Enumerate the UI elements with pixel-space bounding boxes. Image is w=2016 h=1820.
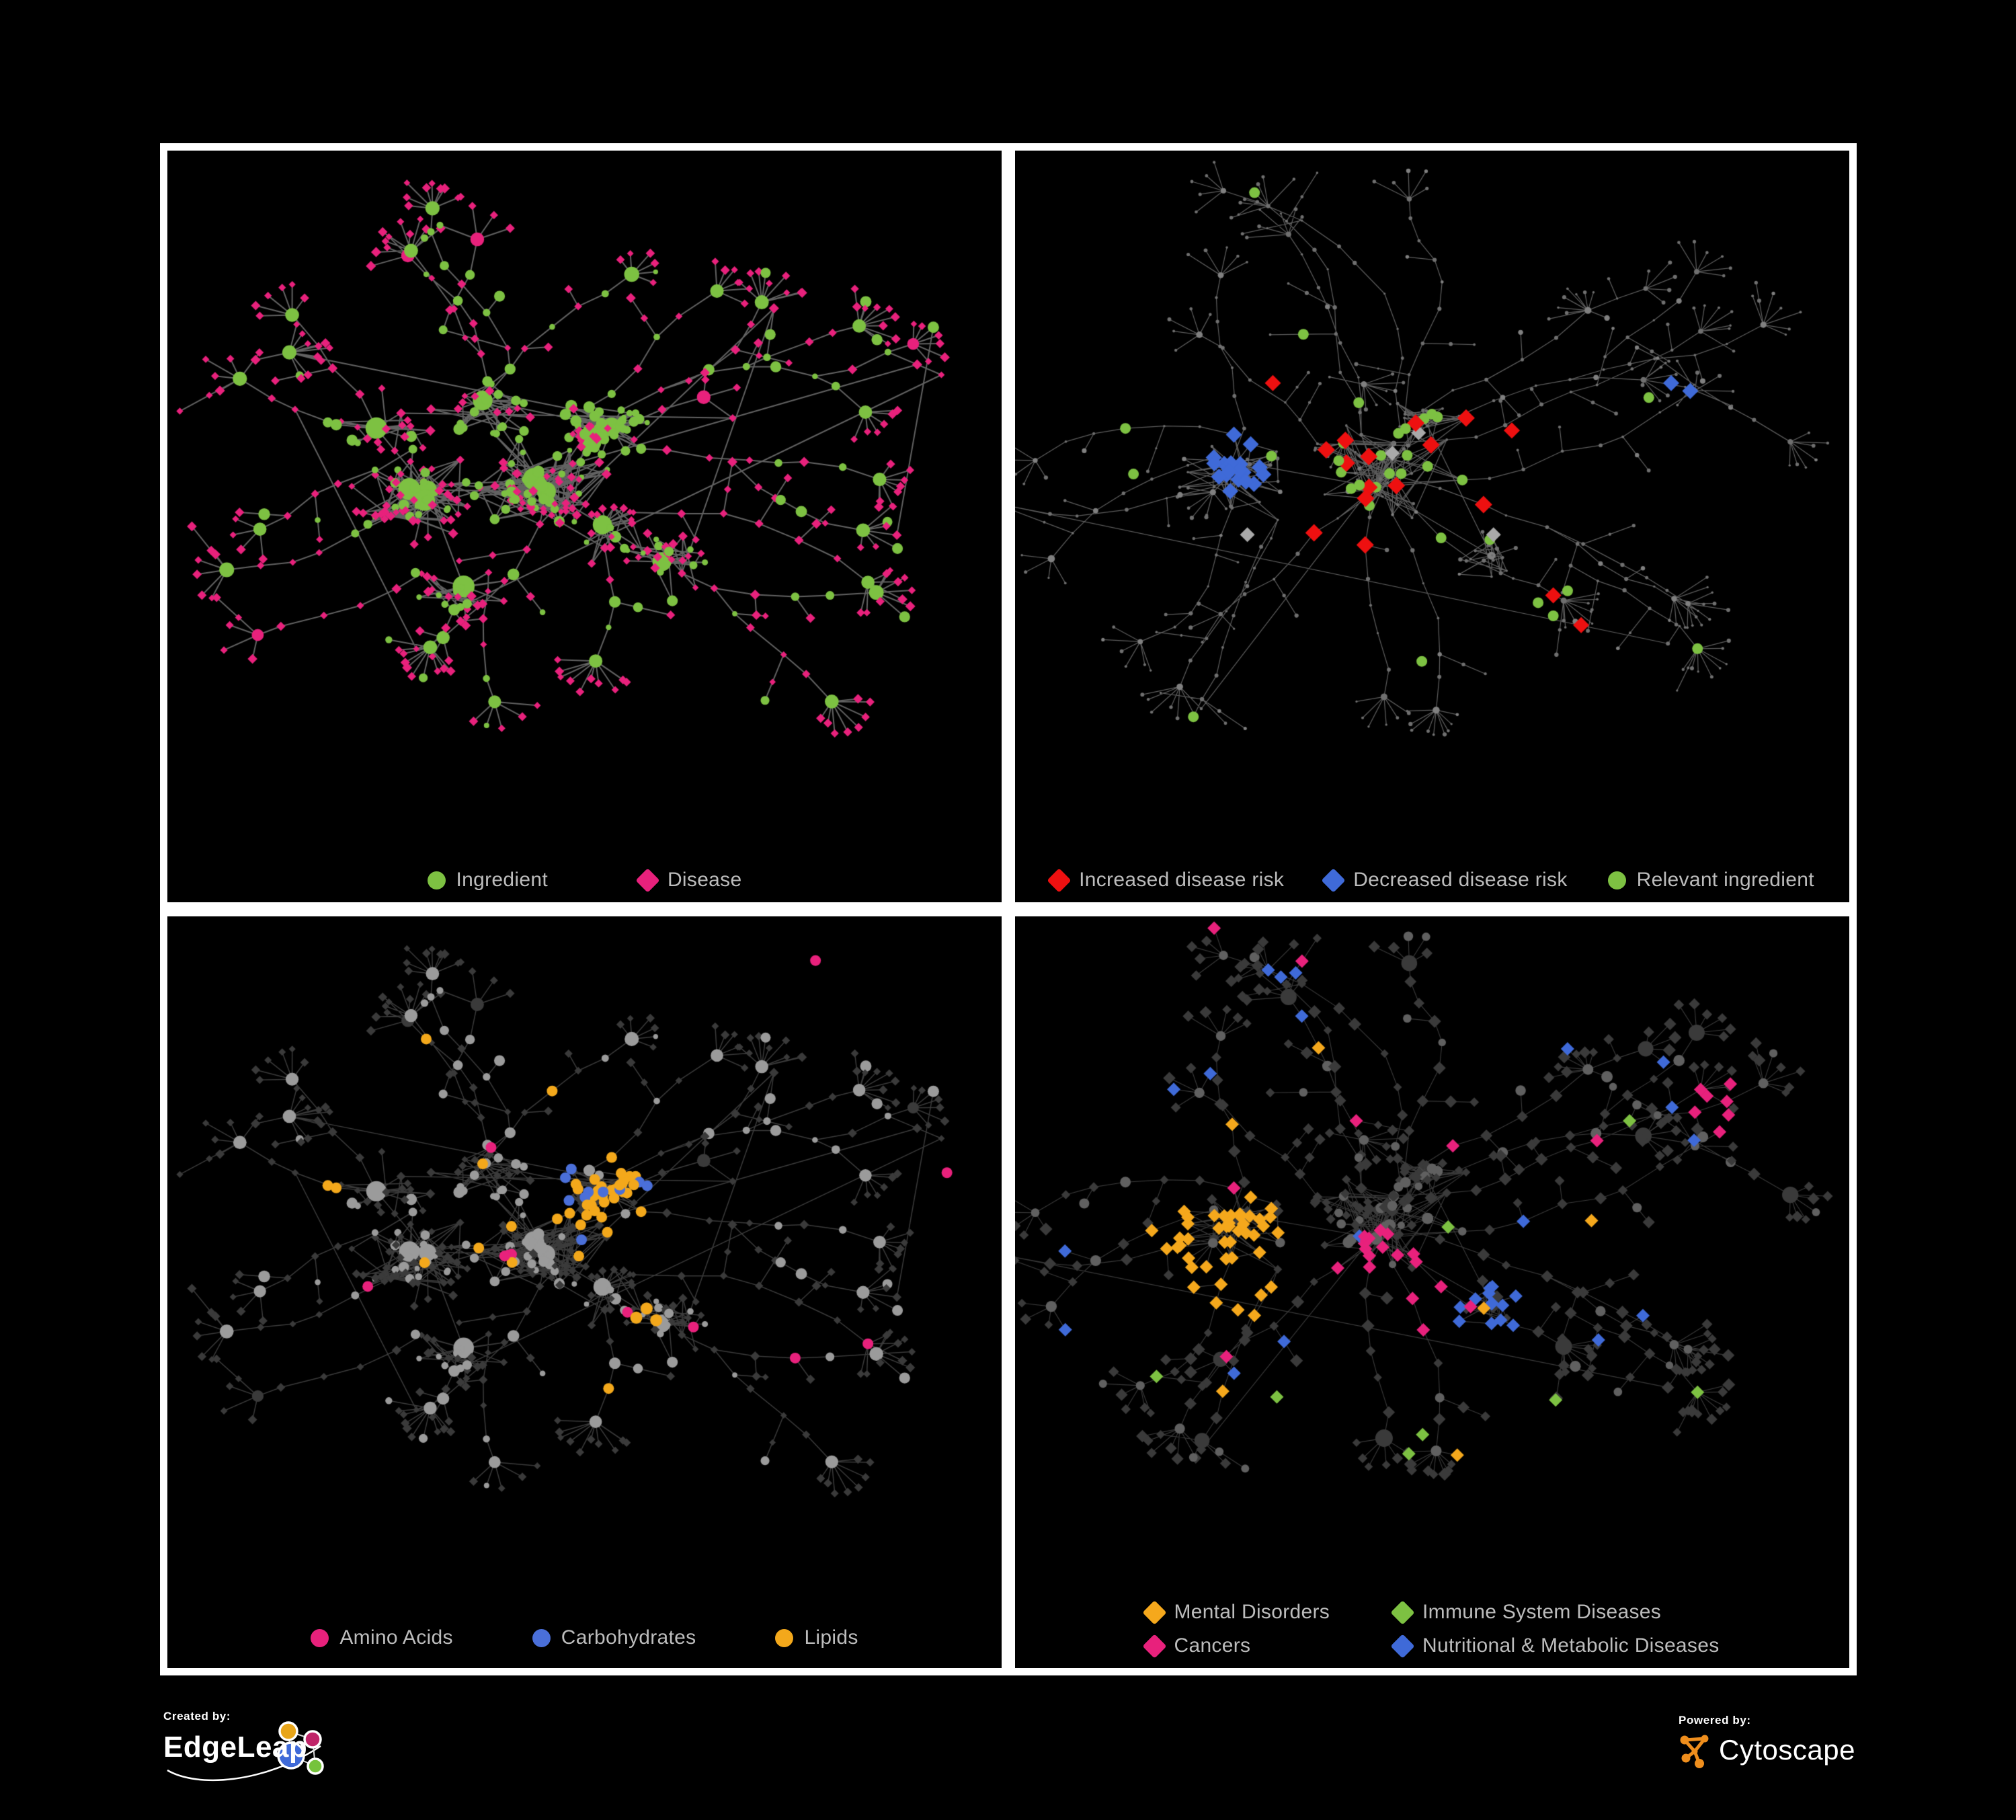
legend-label: Mental Disorders	[1174, 1601, 1330, 1623]
legend-item: Disease	[635, 867, 742, 893]
legend-item: Lipids	[775, 1626, 858, 1649]
legend-item: Increased disease risk	[1047, 867, 1285, 893]
cytoscape-logo-icon	[1680, 1735, 1709, 1768]
nutrient-class-network-canvas	[167, 916, 1002, 1668]
panel-disease-categories: Mental Disorders Immune System Diseases Ca…	[1008, 909, 1857, 1675]
circle-swatch-icon	[427, 871, 446, 889]
legend: Increased disease risk Decreased disease …	[1015, 867, 1849, 893]
circle-swatch-icon	[311, 1628, 329, 1647]
legend-label: Decreased disease risk	[1353, 869, 1568, 891]
legend-item: Nutritional & Metabolic Diseases	[1390, 1633, 1720, 1659]
legend: Amino Acids Carbohydrates Lipids	[167, 1626, 1002, 1649]
legend-label: Immune System Diseases	[1422, 1601, 1662, 1623]
diamond-swatch-icon	[1390, 1599, 1415, 1625]
legend-item: Cancers	[1141, 1633, 1330, 1659]
edgeleap-logo-icon	[167, 1721, 324, 1782]
diamond-swatch-icon	[1141, 1633, 1167, 1659]
disease-risk-network-canvas	[1015, 151, 1849, 902]
created-by-label: Created by:	[163, 1710, 231, 1723]
powered-by-block: Powered by: Cytoscape	[1679, 1714, 1855, 1769]
diamond-swatch-icon	[1141, 1599, 1167, 1625]
diamond-swatch-icon	[1321, 867, 1346, 893]
legend-label: Amino Acids	[339, 1626, 453, 1649]
legend-label: Ingredient	[456, 869, 548, 891]
panel-disease-risk: Increased disease risk Decreased disease …	[1008, 143, 1857, 910]
ingredient-disease-network-canvas	[167, 151, 1002, 902]
legend-item: Decreased disease risk	[1321, 867, 1568, 893]
legend-item: Mental Disorders	[1141, 1599, 1330, 1625]
edgeleap-wordmark: EdgeLeap	[163, 1731, 308, 1764]
diamond-swatch-icon	[1390, 1633, 1415, 1659]
legend-item: Carbohydrates	[532, 1626, 696, 1649]
legend-item: Relevant ingredient	[1607, 869, 1814, 892]
circle-swatch-icon	[532, 1628, 551, 1647]
legend-label: Cancers	[1174, 1634, 1251, 1657]
diamond-swatch-icon	[635, 867, 660, 893]
cytoscape-wordmark: Cytoscape	[1719, 1734, 1855, 1766]
diamond-swatch-icon	[1047, 867, 1072, 893]
legend-label: Lipids	[804, 1626, 858, 1649]
circle-swatch-icon	[1607, 871, 1626, 889]
panel-ingredient-disease: Ingredient Disease	[160, 143, 1009, 910]
legend-label: Increased disease risk	[1079, 869, 1285, 891]
legend-item: Ingredient	[427, 869, 548, 892]
legend-label: Disease	[667, 869, 742, 891]
legend-item: Immune System Diseases	[1390, 1599, 1719, 1625]
disease-category-network-canvas	[1015, 916, 1849, 1668]
legend: Ingredient Disease	[167, 867, 1002, 893]
legend: Mental Disorders Immune System Diseases Ca…	[1015, 1599, 1849, 1659]
legend-label: Carbohydrates	[561, 1626, 696, 1649]
legend-item: Amino Acids	[311, 1626, 452, 1649]
panel-nutrient-classes: Amino Acids Carbohydrates Lipids	[160, 909, 1009, 1675]
legend-label: Nutritional & Metabolic Diseases	[1422, 1634, 1720, 1657]
created-by-block: Created by: EdgeLeap	[163, 1710, 479, 1785]
powered-by-label: Powered by:	[1679, 1714, 1751, 1727]
legend-label: Relevant ingredient	[1636, 869, 1814, 891]
circle-swatch-icon	[775, 1628, 794, 1647]
